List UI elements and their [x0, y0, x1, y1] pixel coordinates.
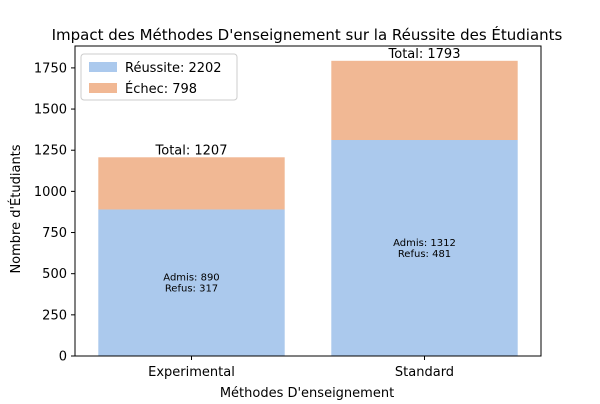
bar-standard-series-2: [331, 60, 518, 141]
bar-experimental-series-2: [98, 157, 285, 210]
legend-label: Échec: 798: [125, 81, 197, 97]
y-tick-label: 750: [42, 226, 67, 241]
y-tick-label: 0: [59, 350, 67, 365]
legend: Réussite: 2202 Échec: 798: [80, 53, 238, 101]
legend-label: Réussite: 2202: [125, 61, 222, 76]
y-tick-label: 1500: [34, 103, 67, 118]
bar-inner-label: Refus: 481: [398, 249, 451, 260]
x-axis-label: Méthodes D'enseignement: [220, 386, 394, 400]
x-tick-label: Experimental: [148, 365, 235, 380]
chart-title: Impact des Méthodes D'enseignement sur l…: [52, 25, 563, 44]
bar-experimental-series-1: [98, 209, 285, 356]
y-tick-label: 250: [42, 308, 67, 323]
y-axis-label: Nombre d'Étudiants: [8, 144, 24, 273]
plot-frame: [74, 45, 542, 357]
legend-box: [80, 53, 238, 101]
legend-swatch: [89, 83, 117, 93]
bar-inner-label: Admis: 890: [163, 273, 219, 284]
y-tick-label: 1250: [34, 144, 67, 159]
bar-inner-label: Refus: 317: [165, 284, 218, 295]
x-tick-label: Standard: [395, 365, 454, 380]
total-label: Total: 1793: [388, 47, 461, 62]
total-label: Total: 1207: [155, 143, 228, 158]
y-tick-label: 500: [42, 267, 67, 282]
y-tick-label: 1750: [34, 61, 67, 76]
y-tick-label: 1000: [34, 185, 67, 200]
bar-inner-label: Admis: 1312: [393, 238, 456, 249]
bar-standard-series-1: [331, 140, 518, 356]
legend-swatch: [89, 62, 117, 72]
